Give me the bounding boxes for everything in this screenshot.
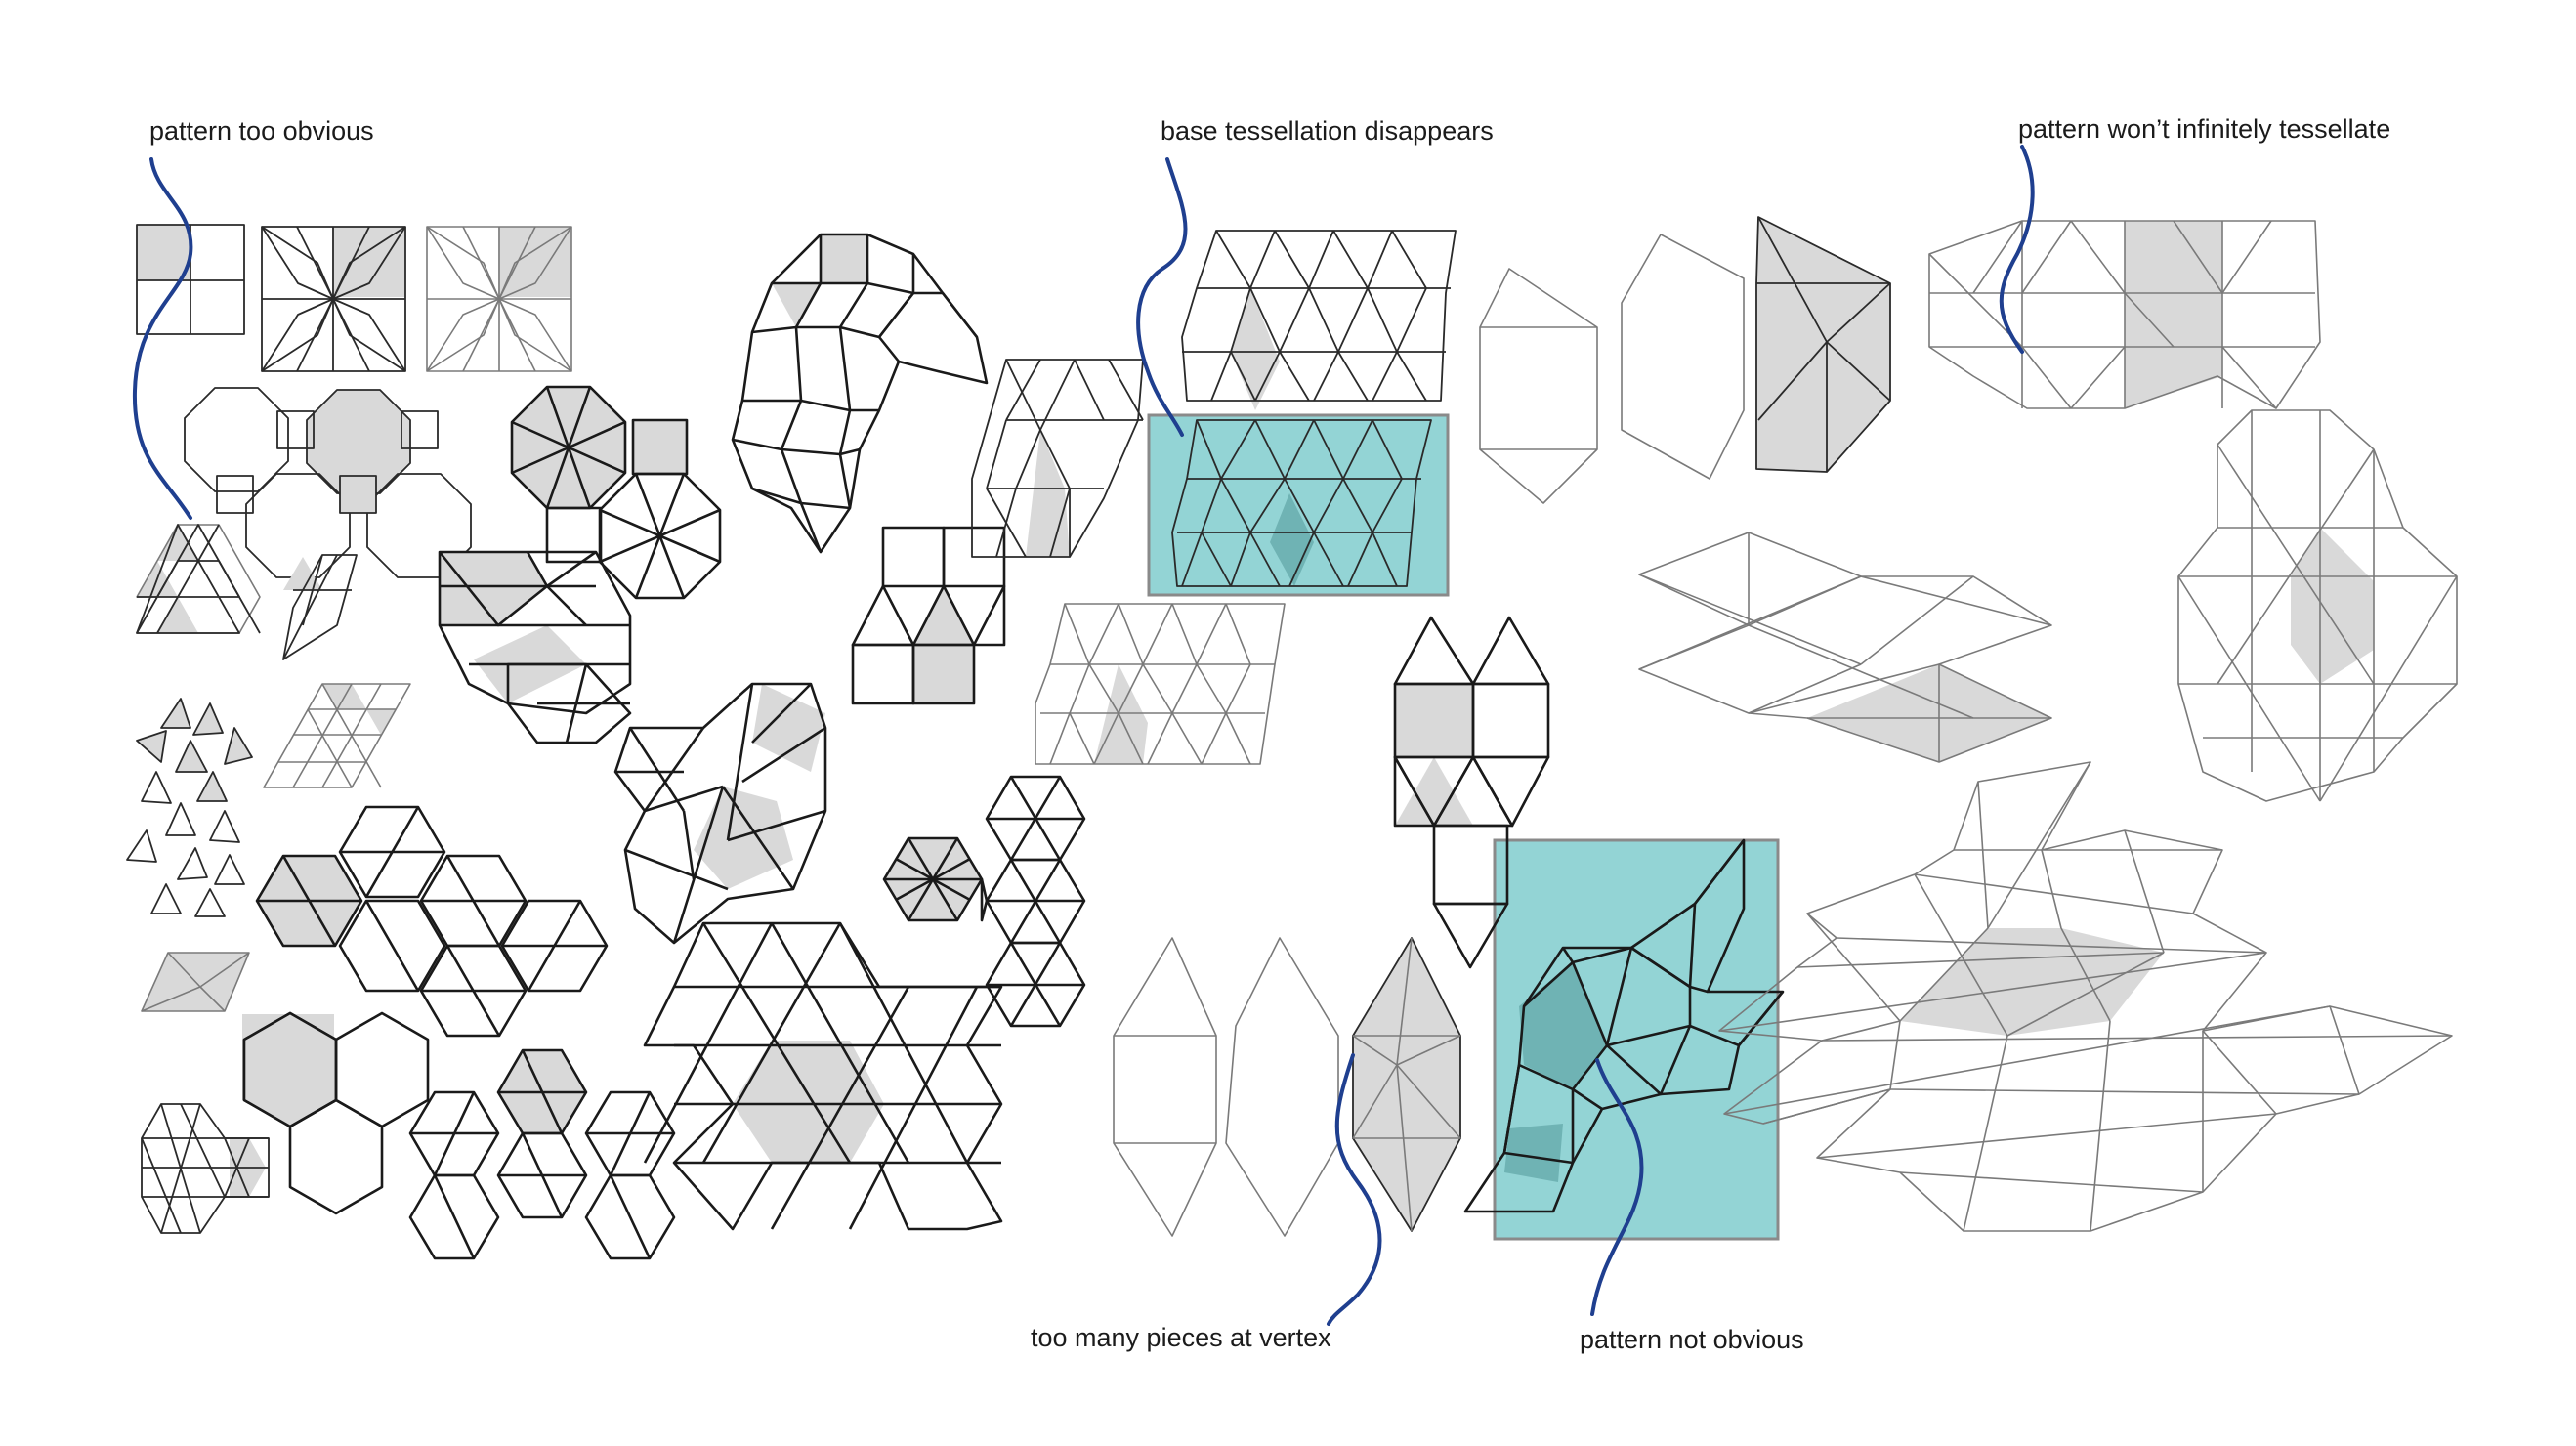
triangulated-rect-sketch-2 xyxy=(1181,230,1457,410)
leader-line-infinite-tessellation xyxy=(1999,145,2035,354)
triangulated-rect-sketch-1 xyxy=(971,359,1144,558)
elongated-hexagons-bottom xyxy=(1113,937,1461,1237)
square-column-sketch xyxy=(1393,616,1550,969)
hex-triangle-cluster-1 xyxy=(255,805,609,1038)
square-grid-sketch xyxy=(136,224,245,335)
octagon-square-sketch xyxy=(184,387,472,578)
annotation-pattern-wont-tessellate: pattern won’t infinitely tessellate xyxy=(2018,114,2391,144)
rhombus-lattice-sketch xyxy=(1638,532,2052,763)
highlighted-triangulation-sketch xyxy=(1171,419,1432,587)
hex-triangle-cluster-2 xyxy=(408,1048,676,1260)
leader-line-pattern-too-obvious xyxy=(132,157,193,520)
hex-flower-sketch xyxy=(643,921,1003,1231)
hex-triangle-grid-small xyxy=(141,1103,270,1234)
annotation-pattern-not-obvious: pattern not obvious xyxy=(1580,1325,1804,1354)
triangulated-rect-sketch-3 xyxy=(1035,603,1286,765)
leader-line-pattern-not-obvious xyxy=(1590,1058,1644,1316)
annotation-too-many-pieces: too many pieces at vertex xyxy=(1031,1323,1331,1352)
large-triangle-lattice-sketch xyxy=(1718,761,2453,1232)
star-square-sketch-1 xyxy=(261,226,406,372)
hexagon-weave-sketch xyxy=(613,682,827,945)
star-hexagon-ring-sketch xyxy=(882,775,1086,1028)
shaded-pyramid-sketch xyxy=(141,952,250,1012)
loose-triangle-cluster xyxy=(126,698,253,917)
star-square-sketch-2 xyxy=(426,226,572,372)
radial-hexagon-sketch xyxy=(2177,409,2458,802)
elongated-hexagon-sketches xyxy=(1479,216,1891,504)
annotation-base-tessellation-disappears: base tessellation disappears xyxy=(1161,116,1494,146)
leader-line-base-tessellation xyxy=(1136,157,1188,437)
triangle-rhombus-sketch-1 xyxy=(136,524,261,634)
octagon-pinwheel-sketch xyxy=(510,385,722,600)
triangle-rhombus-sketch-3 xyxy=(263,683,411,788)
triangle-rhombus-sketch-2 xyxy=(282,554,358,660)
square-triangle-house-sketch xyxy=(851,526,1006,705)
hexagon-trio-sketch xyxy=(242,1011,430,1215)
twisting-strip-sketch xyxy=(731,233,989,554)
triangle-band-sketch xyxy=(438,550,632,744)
hexagon-row-sketch xyxy=(1928,220,2321,409)
highlighted-radial-sketch xyxy=(1463,838,1785,1213)
annotation-pattern-too-obvious: pattern too obvious xyxy=(149,116,374,146)
leader-line-too-many-pieces xyxy=(1327,1053,1382,1326)
